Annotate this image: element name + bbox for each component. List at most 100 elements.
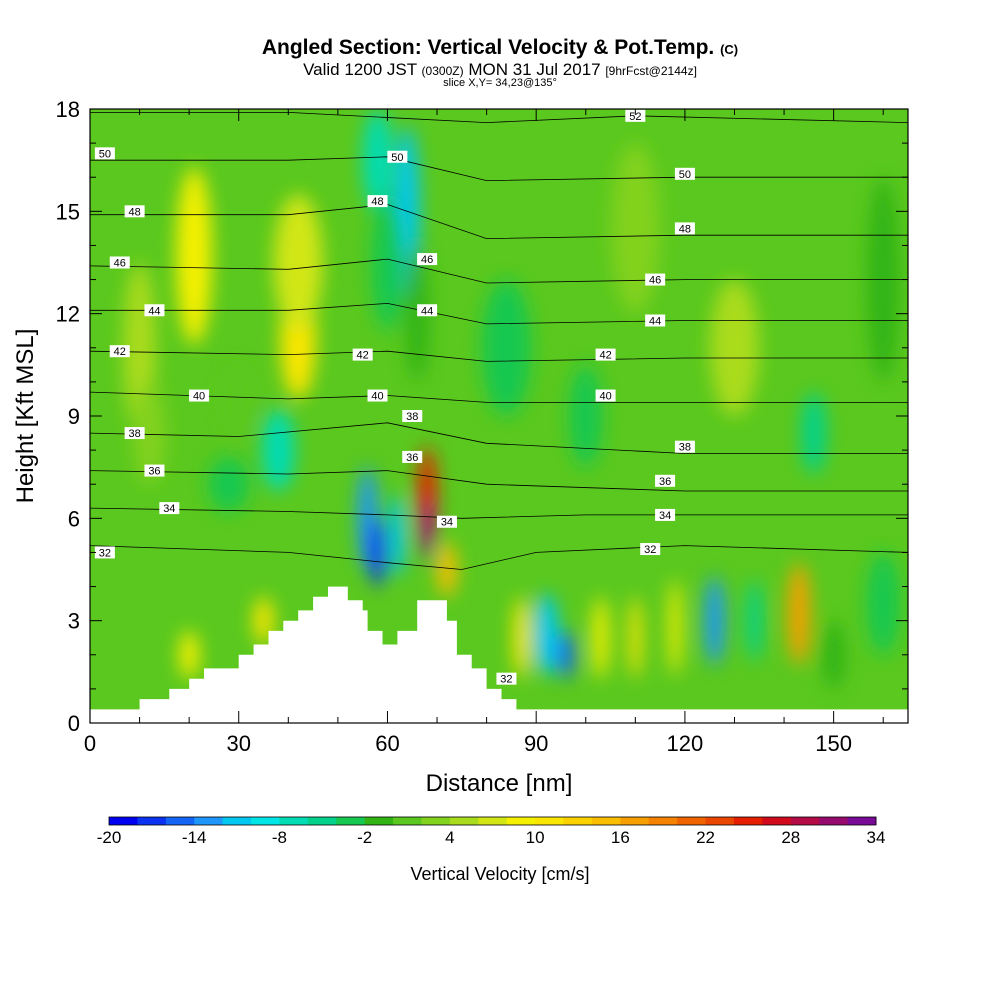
colorbar-tick-label: -14 — [182, 828, 207, 847]
contour-label-0: 50 — [99, 148, 111, 160]
velocity-cell-28 — [821, 620, 846, 689]
velocity-cell-26 — [787, 562, 811, 666]
terrain — [90, 586, 908, 723]
contour-label-box-28 — [655, 474, 676, 487]
colorbar-tick-label: 22 — [696, 828, 715, 847]
colorbar-swatch-15 — [535, 817, 565, 825]
colorbar-tick-label: 10 — [526, 828, 545, 847]
chart-title: Angled Section: Vertical Velocity & Pot.… — [0, 36, 1000, 60]
colorbar-tick-label: 28 — [781, 828, 800, 847]
contour-label-6: 38 — [128, 428, 140, 440]
theta-contour-38 — [90, 422, 908, 454]
theta-contours — [90, 112, 908, 570]
velocity-cell-30 — [179, 630, 199, 679]
y-tick-label: 6 — [68, 506, 80, 531]
velocity-cell-4 — [133, 381, 166, 485]
contour-label-box-12 — [417, 253, 438, 266]
colorbar-swatch-21 — [705, 817, 735, 825]
colorbar-tick-label: -8 — [272, 828, 287, 847]
velocity-cell-13 — [369, 518, 386, 587]
colorbar-swatch-11 — [421, 817, 451, 825]
colorbar-swatch-20 — [677, 817, 707, 825]
slice-info: slice X,Y= 34,23@135° — [443, 77, 557, 89]
contour-label-22: 48 — [679, 223, 691, 235]
contour-label-box-11 — [367, 195, 388, 208]
contour-label-1: 48 — [128, 206, 140, 218]
contour-label-box-7 — [144, 464, 165, 477]
contour-label-box-22 — [674, 222, 695, 235]
contour-label-box-19 — [496, 672, 517, 685]
velocity-cell-24 — [704, 576, 725, 666]
contour-label-box-13 — [417, 304, 438, 317]
colorbar-swatch-1 — [137, 817, 167, 825]
theta-contour-50 — [90, 156, 908, 182]
colorbar-swatch-23 — [762, 817, 792, 825]
contour-label-box-3 — [144, 304, 165, 317]
contour-label-box-10 — [387, 150, 408, 163]
contour-label-15: 40 — [371, 391, 383, 403]
contour-label-2: 46 — [114, 258, 126, 270]
velocity-cell-21 — [592, 596, 609, 679]
contour-label-16: 38 — [406, 411, 418, 423]
contour-label-10: 50 — [391, 152, 403, 164]
contour-label-7: 36 — [148, 466, 160, 478]
chart-title-text: Angled Section: Vertical Velocity & Pot.… — [261, 36, 715, 59]
contour-label-box-16 — [402, 410, 423, 422]
contour-label-box-27 — [674, 440, 695, 453]
y-tick-label: 3 — [68, 609, 80, 634]
contour-label-12: 46 — [421, 254, 433, 266]
y-tick-label: 9 — [68, 404, 80, 429]
contour-label-box-20 — [625, 109, 646, 122]
colorbar-swatch-24 — [790, 817, 820, 825]
velocity-cell-15 — [417, 446, 437, 556]
valid-date: MON 31 Jul 2017 — [468, 60, 601, 79]
colorbar-tick-label: 4 — [445, 828, 454, 847]
colorbar-swatch-6 — [279, 817, 309, 825]
velocity-cell-16 — [422, 501, 433, 563]
contour-label-19: 32 — [500, 674, 512, 686]
colorbar-swatch-16 — [563, 817, 593, 825]
velocity-cell-19 — [557, 630, 575, 679]
contour-label-18: 34 — [441, 517, 453, 529]
contour-label-9: 32 — [99, 547, 111, 559]
colorbar-swatch-19 — [648, 817, 678, 825]
x-tick-label: 30 — [226, 731, 250, 756]
x-tick-label: 150 — [815, 731, 852, 756]
x-axis-label: Distance [nm] — [426, 770, 573, 797]
colorbar-swatch-7 — [307, 817, 337, 825]
velocity-cell-32 — [481, 279, 531, 416]
colorbar-swatch-26 — [847, 817, 877, 825]
colorbar-swatch-22 — [733, 817, 763, 825]
velocity-field-background — [90, 109, 908, 723]
colorbar-swatch-5 — [251, 817, 280, 825]
contour-label-20: 52 — [629, 111, 641, 123]
y-tick-label: 0 — [68, 711, 80, 736]
velocity-cell-0 — [176, 166, 213, 345]
x-tick-label: 120 — [667, 731, 704, 756]
contour-label-14: 42 — [357, 350, 369, 362]
velocity-cell-20 — [513, 596, 530, 679]
velocity-cell-5 — [222, 364, 256, 434]
contour-label-24: 44 — [649, 315, 661, 327]
theta-contour-36 — [90, 470, 908, 492]
velocity-cell-29 — [866, 552, 900, 655]
colorbar-swatch-17 — [591, 817, 621, 825]
colorbar-swatch-10 — [393, 817, 422, 825]
contour-label-box-29 — [655, 508, 676, 521]
velocity-cell-11 — [208, 456, 250, 512]
contour-label-box-23 — [645, 273, 666, 286]
velocity-cell-35 — [709, 279, 760, 416]
contour-labels: 50 48 46 44 42 40 38 36 34 32 50 48 46 44 42 40 38 36 34 32… — [94, 109, 695, 686]
contour-label-box-24 — [645, 314, 666, 327]
contour-label-11: 48 — [371, 196, 383, 208]
contour-label-box-26 — [595, 389, 616, 402]
y-tick-label: 18 — [56, 97, 80, 122]
theta-contour-34 — [90, 507, 908, 519]
chart-title-unit: (C) — [720, 42, 739, 57]
x-tick-label: 0 — [84, 731, 96, 756]
contour-label-30: 32 — [644, 544, 656, 556]
colorbar-swatch-9 — [364, 817, 394, 825]
contour-label-box-18 — [436, 515, 457, 528]
velocity-cell-31 — [253, 596, 274, 645]
